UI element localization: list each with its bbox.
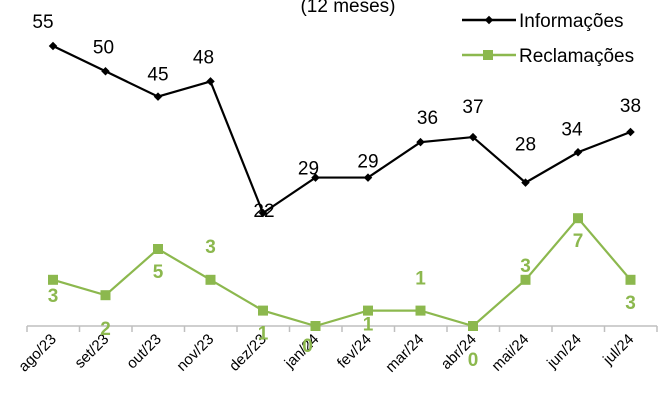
x-tick-label: jun/24 (543, 331, 585, 373)
data-point-informacoes (48, 41, 58, 51)
data-label-informacoes: 48 (193, 47, 214, 68)
data-label-informacoes: 37 (462, 97, 483, 118)
data-point-informacoes (626, 127, 635, 137)
data-point-reclamacoes (205, 274, 216, 285)
series-line-informacoes (52, 45, 631, 215)
data-point-reclamacoes (100, 290, 111, 301)
x-axis: ago/23 set/23 out/23 nov/23 dez/23 jan/24 fev/… (15, 325, 658, 376)
data-label-reclamacoes: 0 (468, 350, 479, 371)
data-label-informacoes: 45 (147, 65, 168, 86)
data-point-reclamacoes (468, 321, 478, 331)
data-point-reclamacoes (258, 305, 268, 316)
x-tick-label: nov/23 (173, 331, 217, 375)
x-tick-label: out/23 (123, 331, 165, 373)
data-point-reclamacoes (363, 305, 373, 316)
chart-subtitle: (12 meses) (300, 0, 395, 17)
data-label-reclamacoes: 7 (573, 231, 584, 252)
x-tick-label: mai/24 (488, 331, 532, 375)
data-label-reclamacoes: 3 (48, 286, 59, 307)
data-label-informacoes: 34 (561, 119, 583, 140)
data-label-reclamacoes: 1 (258, 324, 269, 345)
data-point-reclamacoes (310, 321, 321, 331)
data-label-reclamacoes: 2 (100, 319, 111, 340)
data-point-informacoes (153, 92, 163, 101)
data-point-reclamacoes (48, 274, 58, 285)
data-label-informacoes: 29 (357, 152, 378, 173)
data-point-informacoes (311, 173, 320, 182)
data-label-informacoes: 38 (620, 96, 641, 117)
legend-label-informacoes: Informações (519, 11, 624, 32)
data-label-reclamacoes: 3 (205, 237, 216, 258)
x-tick-label: fev/24 (334, 331, 375, 372)
data-label-reclamacoes: 1 (363, 315, 374, 336)
data-label-reclamacoes: 5 (153, 262, 164, 283)
x-tick-label: ago/23 (15, 331, 59, 375)
x-tick-label: jul/24 (599, 331, 637, 369)
data-label-informacoes: 50 (93, 37, 114, 58)
legend-label-reclamacoes: Reclamações (519, 46, 634, 67)
series-reclamacoes: 3 2 5 3 1 0 1 1 0 3 7 3 (48, 213, 636, 371)
data-point-reclamacoes (153, 244, 163, 254)
data-label-informacoes: 55 (32, 12, 53, 33)
data-label-reclamacoes: 3 (625, 293, 636, 314)
legend: Informações Reclamações (462, 11, 634, 67)
series-line-reclamacoes (52, 216, 632, 328)
legend-marker-informacoes (484, 15, 494, 25)
data-label-reclamacoes: 0 (302, 336, 313, 357)
data-point-informacoes (258, 208, 268, 218)
legend-marker-reclamacoes (483, 50, 493, 60)
data-point-informacoes (101, 67, 110, 76)
data-point-informacoes (206, 77, 215, 86)
data-label-informacoes: 29 (298, 159, 319, 180)
data-label-reclamacoes: 3 (520, 256, 531, 277)
data-point-reclamacoes (625, 274, 636, 285)
data-point-informacoes (468, 132, 478, 142)
data-point-reclamacoes (415, 305, 426, 316)
data-label-informacoes: 28 (515, 135, 536, 156)
data-point-informacoes (416, 137, 425, 147)
data-point-informacoes (363, 173, 373, 182)
data-label-informacoes: 36 (417, 108, 438, 129)
data-label-informacoes: 22 (253, 201, 274, 222)
data-label-reclamacoes: 1 (415, 269, 426, 290)
data-point-reclamacoes (573, 213, 583, 224)
x-tick-label: mar/24 (382, 331, 427, 376)
data-point-reclamacoes (520, 274, 531, 285)
series-informacoes: 55 50 45 48 22 29 29 36 37 28 34 38 (32, 12, 641, 222)
